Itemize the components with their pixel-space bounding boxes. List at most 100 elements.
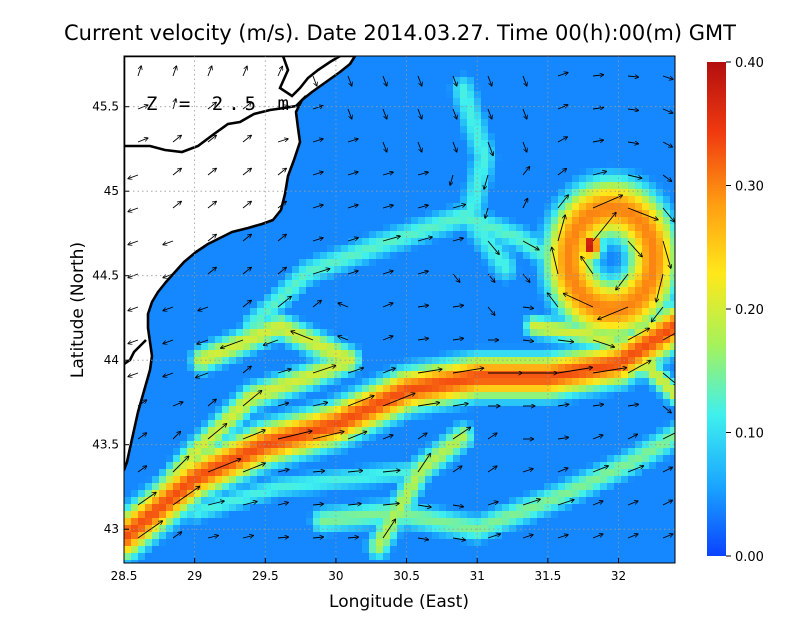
heat-cell xyxy=(565,126,573,134)
heat-cell xyxy=(537,287,545,295)
heat-cell xyxy=(404,77,412,85)
heat-cell xyxy=(222,427,230,435)
heat-cell xyxy=(481,420,489,428)
heat-cell xyxy=(369,455,377,463)
heat-cell xyxy=(593,406,601,414)
heat-cell xyxy=(271,427,279,435)
heat-cell xyxy=(418,469,426,477)
heat-cell xyxy=(460,189,468,197)
heat-cell xyxy=(187,266,195,274)
heat-cell xyxy=(663,308,671,316)
heat-cell xyxy=(222,294,230,302)
heat-cell xyxy=(516,126,524,134)
heat-cell xyxy=(446,406,454,414)
heat-cell xyxy=(334,336,342,344)
heat-cell xyxy=(649,112,657,120)
heat-cell xyxy=(460,238,468,246)
heat-cell xyxy=(663,175,671,183)
heat-cell xyxy=(579,273,587,281)
heat-cell xyxy=(628,357,636,365)
heat-cell xyxy=(446,161,454,169)
heat-cell xyxy=(474,329,482,337)
heat-cell xyxy=(530,259,538,267)
heat-cell xyxy=(341,343,349,351)
heat-cell xyxy=(481,203,489,211)
heat-cell xyxy=(460,245,468,253)
heat-cell xyxy=(362,455,370,463)
heat-cell xyxy=(341,147,349,155)
heat-cell xyxy=(432,203,440,211)
heat-cell xyxy=(383,238,391,246)
heat-cell xyxy=(222,462,230,470)
heat-cell xyxy=(369,371,377,379)
heat-cell xyxy=(663,462,671,470)
heat-cell xyxy=(607,147,615,155)
heat-cell xyxy=(439,371,447,379)
heat-cell xyxy=(411,133,419,141)
heat-cell xyxy=(355,301,363,309)
heat-cell xyxy=(306,364,314,372)
heat-cell xyxy=(670,105,675,113)
heat-cell xyxy=(152,385,160,393)
heat-cell xyxy=(418,98,426,106)
heat-cell xyxy=(600,343,608,351)
heat-cell xyxy=(670,273,675,281)
heat-cell xyxy=(495,364,503,372)
heat-cell xyxy=(621,308,629,316)
heat-cell xyxy=(397,441,405,449)
heat-cell xyxy=(558,392,566,400)
heat-cell xyxy=(474,280,482,288)
heat-cell xyxy=(530,301,538,309)
heat-cell xyxy=(663,434,671,442)
heat-cell xyxy=(544,182,552,190)
heat-cell xyxy=(334,273,342,281)
heat-cell xyxy=(649,126,657,134)
heat-cell xyxy=(642,322,650,330)
heat-cell xyxy=(628,301,636,309)
heat-cell xyxy=(306,98,314,106)
heat-cell xyxy=(530,490,538,498)
heat-cell xyxy=(334,294,342,302)
heat-cell xyxy=(411,196,419,204)
heat-cell xyxy=(180,413,188,421)
heat-cell xyxy=(572,490,580,498)
heat-cell xyxy=(586,161,594,169)
heat-cell xyxy=(397,420,405,428)
heat-cell xyxy=(516,238,524,246)
heat-cell xyxy=(572,413,580,421)
heat-cell xyxy=(460,196,468,204)
heat-cell xyxy=(446,189,454,197)
heat-cell xyxy=(173,371,181,379)
heat-cell xyxy=(222,490,230,498)
heat-cell xyxy=(390,336,398,344)
heat-cell xyxy=(635,175,643,183)
heat-cell xyxy=(439,182,447,190)
heat-cell xyxy=(530,343,538,351)
heat-cell xyxy=(201,378,209,386)
heat-cell xyxy=(523,259,531,267)
heat-cell xyxy=(607,252,615,260)
heat-cell xyxy=(663,98,671,106)
heat-cell xyxy=(278,259,286,267)
heat-cell xyxy=(586,147,594,155)
heat-cell xyxy=(649,105,657,113)
heat-cell xyxy=(593,280,601,288)
heat-cell xyxy=(397,119,405,127)
heat-cell xyxy=(376,70,384,78)
heat-cell xyxy=(481,343,489,351)
heat-cell xyxy=(488,70,496,78)
heat-cell xyxy=(614,196,622,204)
heat-cell xyxy=(537,462,545,470)
heat-cell xyxy=(243,329,251,337)
heat-cell xyxy=(495,350,503,358)
heat-cell xyxy=(208,287,216,295)
heat-cell xyxy=(376,399,384,407)
heat-cell xyxy=(621,392,629,400)
heat-cell xyxy=(355,238,363,246)
heat-cell xyxy=(628,476,636,484)
heat-cell xyxy=(614,231,622,239)
heat-cell xyxy=(474,469,482,477)
heat-cell xyxy=(558,462,566,470)
heat-cell xyxy=(572,70,580,78)
heat-cell xyxy=(369,91,377,99)
